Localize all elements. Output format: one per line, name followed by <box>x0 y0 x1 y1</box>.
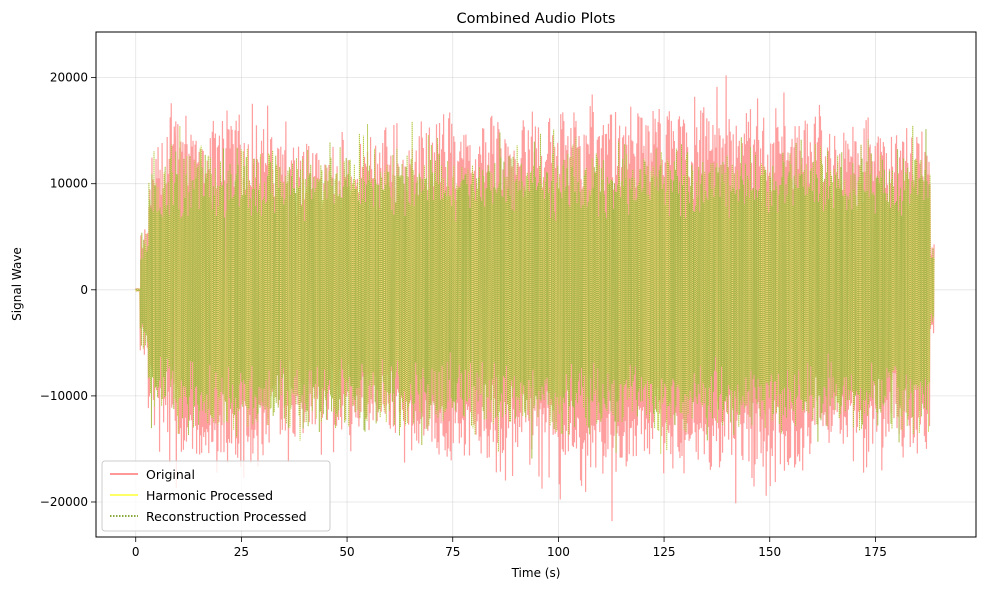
series-layer <box>135 75 935 522</box>
y-tick-label: −10000 <box>40 389 88 403</box>
legend-box <box>101 460 331 532</box>
x-tick-label: 25 <box>234 545 249 559</box>
y-tick-label: 20000 <box>50 71 88 85</box>
x-axis-ticks: 0 25 50 75 100 125 150 175 <box>132 537 887 559</box>
chart-title: Combined Audio Plots <box>457 11 616 27</box>
legend-label-reconstruction-processed: Reconstruction Processed <box>146 509 307 524</box>
plot-frame <box>95 31 977 538</box>
x-tick-label: 0 <box>132 545 140 559</box>
x-tick-label: 75 <box>445 545 460 559</box>
y-axis-ticks: −20000 −10000 0 10000 20000 <box>40 71 96 509</box>
x-tick-label: 100 <box>547 545 570 559</box>
legend-label-harmonic-processed: Harmonic Processed <box>146 488 273 503</box>
y-axis-label: Signal Wave <box>10 247 24 321</box>
y-tick-label: −20000 <box>40 495 88 509</box>
x-axis-label: Time (s) <box>511 566 561 580</box>
x-tick-label: 125 <box>653 545 676 559</box>
x-tick-label: 150 <box>758 545 781 559</box>
x-tick-label: 175 <box>864 545 887 559</box>
legend-label-original: Original <box>146 467 195 482</box>
legend: Original Harmonic Processed Reconstructi… <box>101 460 331 532</box>
plot-area <box>95 31 977 538</box>
y-tick-label: 0 <box>80 283 88 297</box>
series-reconstruction-processed-line <box>135 121 935 459</box>
x-tick-label: 50 <box>339 545 354 559</box>
y-tick-label: 10000 <box>50 177 88 191</box>
